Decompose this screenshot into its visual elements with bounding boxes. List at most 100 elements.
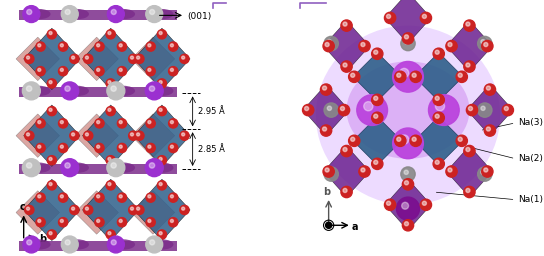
Circle shape: [170, 145, 174, 148]
Circle shape: [148, 121, 151, 124]
Circle shape: [108, 232, 111, 235]
Polygon shape: [16, 114, 59, 157]
Circle shape: [49, 108, 52, 111]
Polygon shape: [131, 191, 175, 234]
Circle shape: [433, 48, 444, 59]
Ellipse shape: [66, 86, 89, 96]
Circle shape: [446, 40, 457, 52]
Circle shape: [70, 131, 79, 140]
Circle shape: [343, 22, 347, 26]
Circle shape: [84, 54, 93, 63]
Circle shape: [466, 147, 470, 152]
Circle shape: [478, 36, 492, 51]
Circle shape: [305, 106, 308, 111]
Circle shape: [169, 119, 178, 128]
Circle shape: [410, 135, 421, 146]
Circle shape: [118, 193, 127, 202]
Circle shape: [27, 207, 29, 210]
Circle shape: [72, 133, 75, 136]
Circle shape: [146, 42, 155, 51]
Circle shape: [97, 145, 100, 148]
Circle shape: [374, 114, 378, 118]
Circle shape: [404, 40, 409, 44]
Circle shape: [61, 82, 79, 100]
FancyBboxPatch shape: [18, 87, 177, 97]
Circle shape: [157, 30, 166, 39]
Circle shape: [327, 170, 331, 174]
Polygon shape: [83, 28, 139, 90]
Circle shape: [145, 159, 163, 177]
Circle shape: [38, 145, 41, 148]
Circle shape: [128, 205, 138, 215]
Polygon shape: [467, 84, 513, 136]
Circle shape: [324, 36, 338, 51]
Circle shape: [22, 159, 40, 177]
Circle shape: [24, 131, 34, 140]
Circle shape: [320, 84, 332, 95]
Polygon shape: [83, 105, 139, 166]
Polygon shape: [447, 146, 492, 197]
Polygon shape: [131, 114, 175, 157]
Circle shape: [478, 167, 492, 181]
Circle shape: [107, 236, 124, 253]
Circle shape: [374, 96, 378, 100]
Circle shape: [38, 44, 41, 47]
Polygon shape: [415, 52, 463, 101]
Circle shape: [38, 219, 41, 222]
Circle shape: [422, 201, 426, 205]
Circle shape: [61, 236, 78, 253]
Circle shape: [119, 68, 122, 71]
Circle shape: [182, 56, 185, 59]
Circle shape: [482, 166, 493, 177]
Circle shape: [84, 131, 93, 140]
Circle shape: [170, 44, 174, 47]
Ellipse shape: [316, 26, 500, 205]
Circle shape: [456, 71, 467, 82]
Circle shape: [159, 183, 162, 186]
Polygon shape: [75, 37, 119, 81]
Circle shape: [397, 197, 419, 220]
Circle shape: [135, 54, 144, 63]
Circle shape: [148, 68, 151, 71]
Circle shape: [481, 106, 485, 110]
Circle shape: [59, 193, 67, 202]
Circle shape: [435, 160, 439, 164]
Circle shape: [38, 195, 41, 198]
Circle shape: [157, 230, 166, 239]
Polygon shape: [303, 84, 349, 136]
Ellipse shape: [66, 9, 89, 19]
Circle shape: [60, 145, 63, 148]
Circle shape: [435, 102, 444, 111]
Circle shape: [159, 232, 162, 235]
Circle shape: [47, 30, 57, 39]
Text: b: b: [324, 187, 331, 197]
Circle shape: [65, 9, 70, 15]
Circle shape: [464, 145, 475, 157]
Circle shape: [137, 207, 140, 210]
Circle shape: [421, 199, 431, 210]
Circle shape: [169, 143, 178, 153]
Ellipse shape: [28, 163, 51, 173]
Circle shape: [397, 73, 401, 77]
Circle shape: [84, 205, 93, 215]
Circle shape: [478, 103, 492, 117]
Circle shape: [118, 67, 127, 76]
Circle shape: [47, 79, 57, 88]
Circle shape: [38, 68, 41, 71]
Circle shape: [70, 54, 79, 63]
Circle shape: [372, 94, 383, 105]
Circle shape: [481, 40, 485, 44]
Text: Na(3): Na(3): [518, 118, 543, 127]
Circle shape: [97, 121, 100, 124]
Circle shape: [374, 160, 378, 164]
Circle shape: [24, 205, 34, 215]
Circle shape: [180, 54, 189, 63]
Circle shape: [119, 219, 122, 222]
Circle shape: [60, 121, 63, 124]
Circle shape: [60, 68, 63, 71]
Circle shape: [351, 73, 355, 77]
Circle shape: [95, 42, 104, 51]
Circle shape: [484, 42, 488, 47]
Circle shape: [47, 106, 57, 116]
Circle shape: [170, 68, 174, 71]
